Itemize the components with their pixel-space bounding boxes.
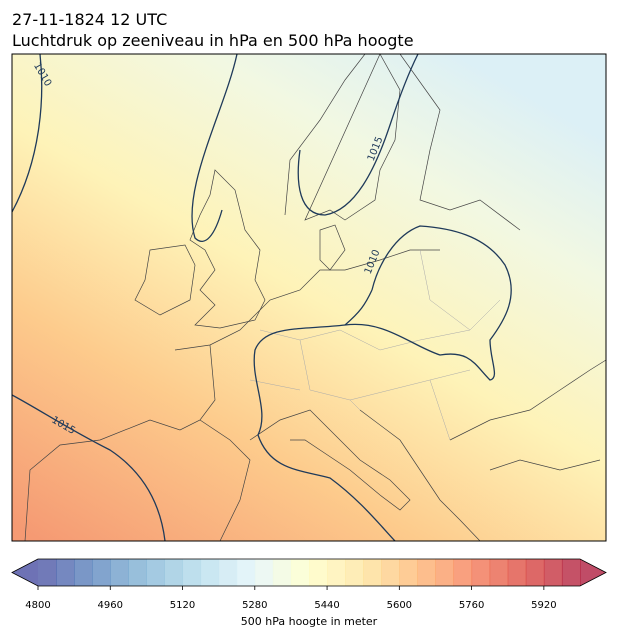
colorbar-band: [236, 559, 256, 586]
colorbar-band: [399, 559, 418, 586]
colorbar-band: [218, 559, 238, 586]
isobar: [297, 54, 419, 216]
colorbar-band: [164, 559, 184, 586]
colorbar-tick-label: 4800: [25, 600, 50, 611]
colorbar-band: [110, 559, 129, 586]
colorbar-band: [453, 559, 473, 586]
colorbar-extend: [12, 559, 38, 586]
colorbar-band: [561, 559, 581, 586]
colorbar-band: [471, 559, 491, 586]
map-frame: [11, 53, 607, 542]
colorbar-band: [92, 559, 111, 586]
colorbar-band: [327, 559, 346, 586]
colorbar: 4800 4960 5120 5280 5440 5600 5760 5920: [11, 558, 607, 611]
colorbar-band: [489, 559, 509, 586]
isobar: [12, 54, 43, 213]
colorbar-band: [290, 559, 310, 586]
colorbar-band: [254, 559, 274, 586]
colorbar-band: [309, 559, 328, 586]
isobar: [253, 225, 512, 541]
colorbar-band: [200, 559, 220, 586]
coastline: [134, 244, 196, 316]
colorbar-band: [182, 559, 202, 586]
colorbar-band: [435, 559, 455, 586]
colorbar-tick-label: 5600: [387, 600, 412, 611]
map: [12, 54, 606, 541]
colorbar-band: [272, 559, 292, 586]
colorbar-tick-label: 4960: [98, 600, 123, 611]
isobar: [191, 54, 238, 242]
colorbar-band: [381, 559, 400, 586]
colorbar-tick-label: 5920: [531, 600, 556, 611]
colorbar-band: [146, 559, 165, 586]
map-background: [12, 54, 606, 541]
coastline: [249, 409, 481, 541]
title-line: 27-11-1824 12 UTC: [12, 10, 167, 29]
coastline: [284, 54, 401, 221]
colorbar-band: [363, 559, 382, 586]
isobar: [344, 289, 373, 326]
colorbar-tick-label: 5760: [459, 600, 484, 611]
coastline: [319, 54, 521, 271]
isobar: [12, 394, 166, 541]
colorbar-tick-label: 5120: [170, 600, 195, 611]
coastline: [449, 359, 606, 471]
colorbar-band: [507, 559, 527, 586]
colorbar-band: [543, 559, 563, 586]
colorbar-extend: [580, 559, 606, 586]
colorbar-band: [128, 559, 147, 586]
colorbar-band: [345, 559, 364, 586]
colorbar-band: [525, 559, 545, 586]
colorbar-band: [417, 559, 436, 586]
title-line: Luchtdruk op zeeniveau in hPa en 500 hPa…: [12, 31, 414, 50]
country-border: [249, 249, 501, 441]
colorbar-band: [38, 559, 57, 586]
colorbar-band: [74, 559, 93, 586]
colorbar-label: 500 hPa hoogte in meter: [241, 615, 378, 628]
colorbar-tick-label: 5440: [314, 600, 339, 611]
coastline: [24, 249, 440, 541]
colorbar-band: [56, 559, 75, 586]
colorbar-outline: [11, 558, 607, 587]
colorbar-tick-label: 5280: [242, 600, 267, 611]
